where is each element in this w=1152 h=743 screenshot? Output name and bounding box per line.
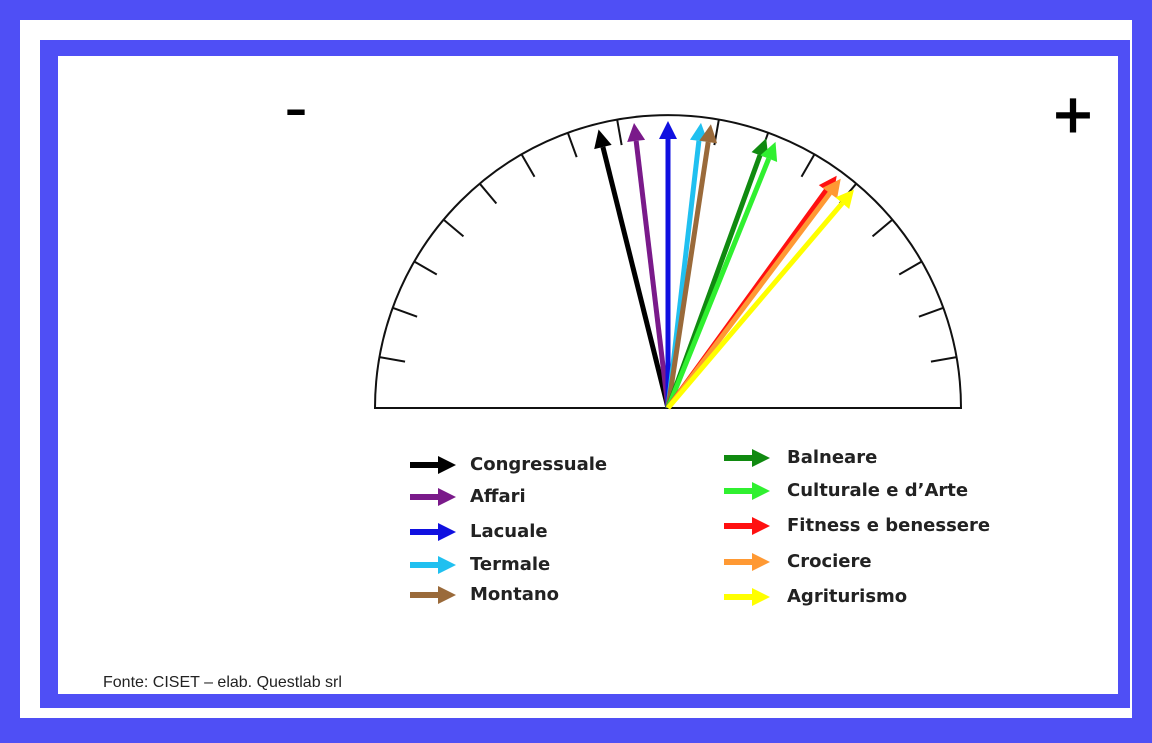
legend-label: Fitness e benessere: [787, 515, 990, 536]
tick: [800, 153, 816, 178]
arrow-head: [752, 517, 770, 535]
plus-label: +: [1050, 83, 1095, 146]
arrows: [594, 121, 855, 410]
arrow-head: [752, 449, 770, 467]
legend: Congressuale Affari Lacuale Termale Montano B…: [410, 447, 990, 607]
legend-label: Culturale e d’Arte: [787, 480, 968, 501]
tick: [520, 153, 536, 178]
arrow-shaft: [633, 140, 671, 409]
arrow-shaft: [666, 201, 845, 410]
tick: [413, 260, 438, 276]
arrow-head: [835, 189, 855, 209]
arrow-head: [659, 121, 677, 139]
legend-label: Balneare: [787, 447, 877, 468]
tick: [616, 119, 623, 146]
arrow-shaft: [665, 141, 711, 409]
arrow-head: [438, 523, 456, 541]
source: Fonte: CISET – elab. Questlab srl: [103, 674, 342, 691]
arrow-head: [752, 553, 770, 571]
tick: [566, 132, 578, 158]
tick: [918, 306, 944, 318]
arrow-head: [699, 124, 718, 144]
tick: [478, 182, 498, 205]
arrow-head: [627, 123, 646, 142]
arrow-shaft: [666, 191, 832, 410]
semicircle: [373, 114, 963, 409]
arrow-head: [438, 556, 456, 574]
tick: [392, 306, 418, 318]
arrow-head: [438, 456, 456, 474]
legend-label: Termale: [470, 554, 550, 575]
legend-label: Lacuale: [470, 521, 548, 542]
arrow-head: [438, 488, 456, 506]
legend-label: Congressuale: [470, 454, 607, 475]
ticks: [379, 119, 957, 363]
arrow-head: [438, 586, 456, 604]
legend-label: Affari: [470, 486, 526, 507]
content: [58, 56, 1118, 694]
legend-label: Montano: [470, 584, 559, 605]
minus-label: –: [285, 84, 307, 135]
tick: [871, 218, 894, 238]
tick: [898, 260, 923, 276]
legend-label: Crociere: [787, 551, 872, 572]
legend-label: Agriturismo: [787, 586, 907, 607]
arrow-shaft: [665, 157, 772, 409]
tick: [930, 356, 957, 363]
tick: [379, 356, 406, 363]
arrow-head: [760, 141, 778, 162]
arrow-head: [752, 482, 770, 500]
arrow-shaft: [600, 146, 671, 409]
arrow-head: [822, 178, 841, 199]
arrow-head: [752, 588, 770, 606]
tick: [442, 218, 465, 238]
arrow-head: [594, 129, 612, 150]
